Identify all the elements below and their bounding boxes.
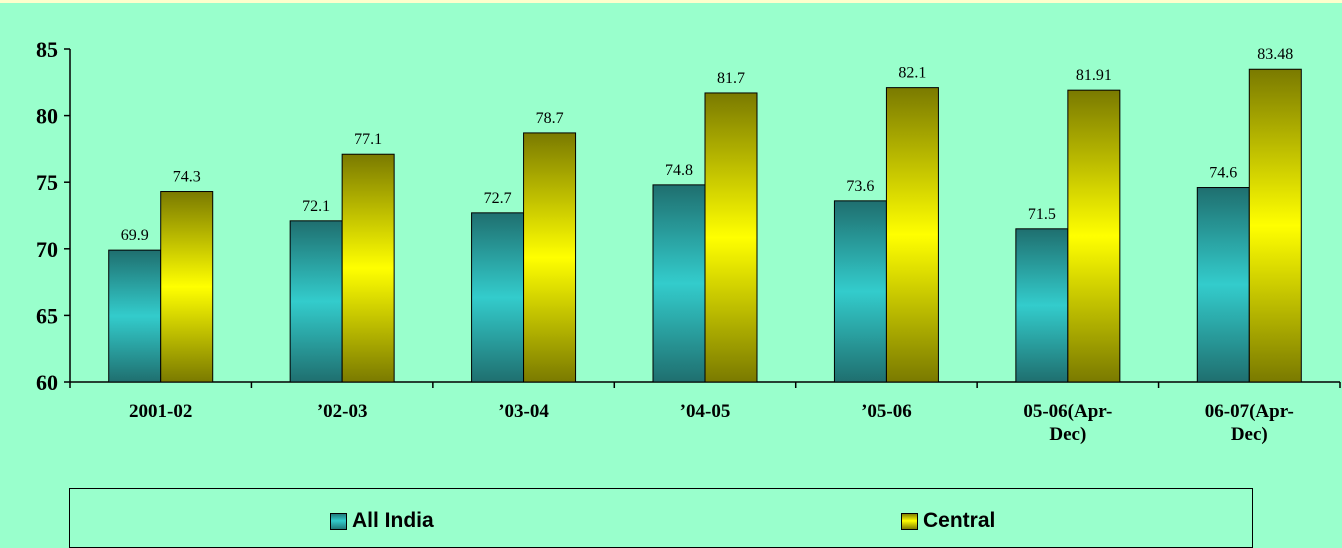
y-tick-label: 85	[36, 37, 58, 62]
x-tick-label: ’04-05	[680, 401, 731, 422]
data-label-all-india: 72.1	[302, 198, 330, 215]
bar-chart: 60 65 70 75 80 85 2001-02 ’02-03 ’03-04 ’04-05 ’05…	[36, 37, 1341, 445]
bar-central	[1067, 89, 1121, 383]
x-tick-label: 05-06(Apr-Dec)	[1023, 401, 1112, 445]
data-label-all-india: 74.6	[1209, 165, 1237, 182]
data-label-central: 81.91	[1076, 67, 1112, 84]
bar-all-india	[471, 212, 525, 383]
y-tick-label: 70	[36, 237, 58, 262]
x-tick-label: ’02-03	[317, 401, 368, 422]
data-label-central: 78.7	[536, 110, 564, 127]
legend-swatch-central	[901, 512, 918, 530]
chart-legend: All India Central	[69, 488, 1253, 548]
data-label-central: 82.1	[898, 65, 926, 82]
bar-central	[341, 153, 395, 383]
data-label-central: 81.7	[717, 70, 745, 87]
data-label-all-india: 72.7	[484, 190, 512, 207]
bar-all-india	[289, 220, 343, 383]
x-tick-label: ’05-06	[861, 401, 912, 422]
data-label-central: 74.3	[173, 169, 201, 186]
y-tick-label: 80	[36, 104, 58, 129]
x-tick-label: 2001-02	[129, 401, 192, 422]
y-tick-label: 60	[36, 370, 58, 395]
data-label-all-india: 73.6	[846, 178, 874, 195]
y-tick-label: 75	[36, 170, 58, 195]
data-label-central: 77.1	[354, 131, 382, 148]
bar-all-india	[833, 200, 887, 383]
data-label-all-india: 69.9	[121, 227, 149, 244]
bar-central	[1248, 68, 1302, 383]
legend-label-central: Central	[923, 509, 996, 532]
legend-swatch-all-india	[330, 512, 347, 530]
bar-all-india	[1196, 187, 1250, 383]
legend-item-central: Central	[901, 509, 995, 533]
bar-central	[523, 132, 577, 383]
x-tick-label: 06-07(Apr-Dec)	[1205, 401, 1294, 445]
data-label-all-india: 74.8	[665, 162, 693, 179]
y-tick-label: 65	[36, 303, 58, 328]
bar-central	[885, 87, 939, 383]
x-tick-label: ’03-04	[498, 401, 549, 422]
data-label-all-india: 71.5	[1028, 206, 1056, 223]
legend-item-all-india: All India	[330, 509, 434, 533]
bar-central	[160, 191, 214, 383]
bar-all-india	[108, 249, 162, 383]
legend-label-all-india: All India	[352, 509, 434, 532]
data-label-central: 83.48	[1257, 46, 1293, 63]
bar-all-india	[1015, 228, 1069, 383]
bar-all-india	[652, 184, 706, 383]
bar-central	[704, 92, 758, 383]
